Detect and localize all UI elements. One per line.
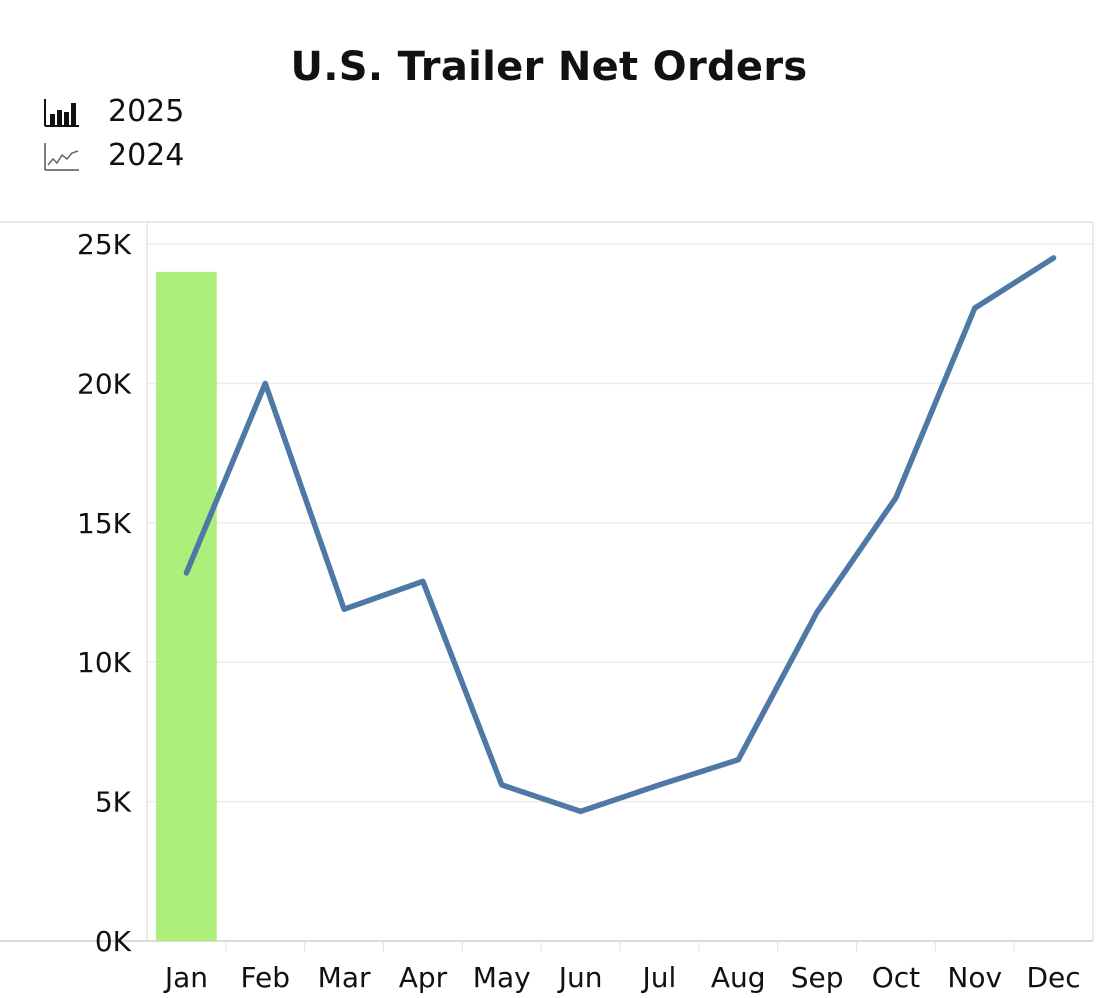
x-axis-ticks: Jan Feb Mar Apr May Jun Jul Aug Sep Oct Nov Dec	[163, 941, 1081, 994]
y-tick-label: 20K	[77, 367, 132, 400]
y-tick-label: 0K	[95, 925, 132, 958]
x-tick-label: Aug	[711, 961, 766, 994]
y-tick-label: 15K	[77, 507, 132, 540]
line-series-2024	[183, 255, 1057, 815]
y-tick-label: 25K	[77, 228, 132, 261]
bar-chart-icon	[44, 98, 79, 127]
bar-2025-Jan	[156, 271, 217, 941]
x-tick-label: Apr	[399, 961, 448, 994]
x-tick-label: Jun	[557, 961, 603, 994]
y-axis-ticks: 0K 5K 10K 15K 20K 25K	[77, 228, 132, 958]
x-tick-label: Jan	[163, 961, 208, 994]
x-tick-label: Oct	[872, 961, 920, 994]
grid-lines	[147, 243, 1093, 803]
x-tick-label: Mar	[318, 961, 371, 994]
chart-title: U.S. Trailer Net Orders	[290, 44, 808, 90]
legend-item-2025[interactable]: 2025	[44, 94, 184, 129]
x-tick-label: Jul	[641, 961, 677, 994]
line-2024	[183, 255, 1057, 815]
legend-item-2024[interactable]: 2024	[44, 138, 184, 173]
x-tick-label: May	[473, 961, 531, 994]
y-tick-label: 5K	[95, 786, 132, 819]
y-tick-label: 10K	[77, 646, 132, 679]
x-tick-label: Nov	[947, 961, 1002, 994]
legend-label-2024: 2024	[108, 138, 185, 173]
legend-label-2025: 2025	[108, 94, 185, 129]
x-tick-label: Sep	[791, 961, 844, 994]
x-tick-label: Feb	[240, 961, 290, 994]
bars-2025	[156, 271, 217, 941]
x-tick-label: Dec	[1026, 961, 1080, 994]
line-chart-icon	[44, 142, 79, 171]
